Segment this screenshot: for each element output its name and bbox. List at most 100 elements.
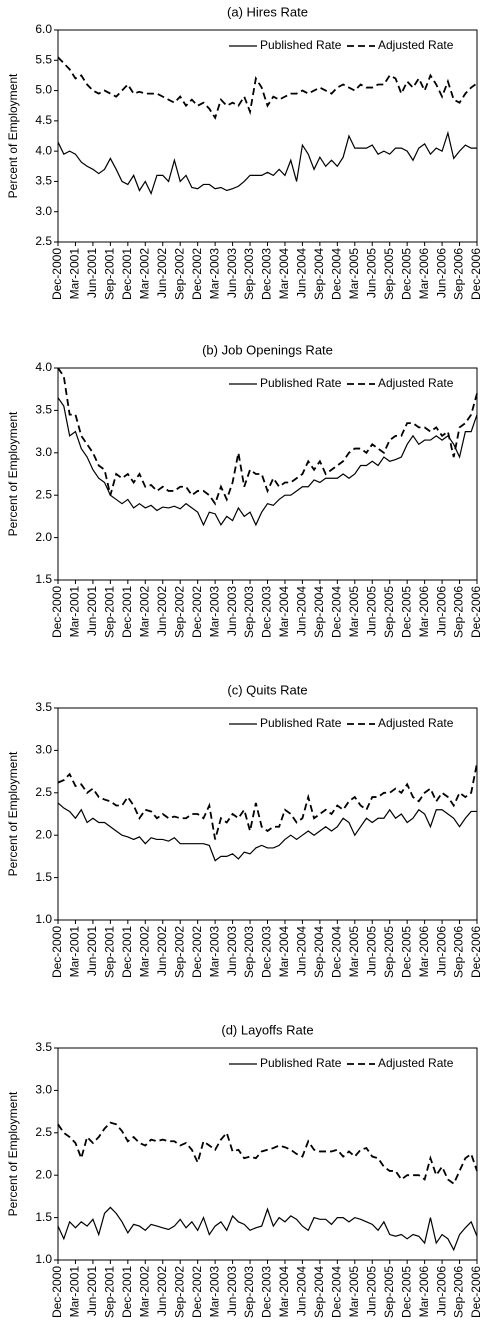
- x-tick-label: Jun-2004: [295, 586, 309, 636]
- legend-label: Adjusted Rate: [378, 38, 454, 52]
- x-tick-label: Sep-2001: [103, 1266, 117, 1318]
- series-line: [57, 1206, 478, 1252]
- x-tick-label: Mar-2004: [277, 586, 291, 638]
- x-tick-label: Dec-2000: [50, 1266, 64, 1318]
- x-tick-label: Dec-2006: [469, 586, 482, 638]
- x-tick-label: Mar-2004: [277, 248, 291, 300]
- x-tick-label: Sep-2002: [172, 248, 186, 300]
- x-tick-label: Dec-2002: [190, 926, 204, 978]
- x-tick-label: Jun-2002: [155, 586, 169, 636]
- x-tick-label: Mar-2006: [417, 1266, 431, 1318]
- x-tick-label: Sep-2003: [242, 586, 256, 638]
- x-tick-label: Dec-2000: [50, 586, 64, 638]
- x-tick-label: Sep-2001: [103, 248, 117, 300]
- x-tick-label: Dec-2001: [120, 926, 134, 978]
- y-tick-label: 1.5: [35, 870, 52, 884]
- y-axis-title: Percent of Employment: [6, 1091, 20, 1216]
- x-tick-label: Mar-2003: [207, 586, 221, 638]
- y-tick-label: 4.0: [35, 360, 52, 374]
- x-tick-label: Sep-2006: [452, 586, 466, 638]
- y-tick-label: 4.5: [35, 113, 52, 127]
- x-tick-label: Jun-2005: [364, 248, 378, 298]
- legend-label: Published Rate: [260, 38, 342, 52]
- x-tick-label: Mar-2005: [347, 248, 361, 300]
- x-tick-label: Jun-2005: [364, 586, 378, 636]
- legend-label: Adjusted Rate: [378, 376, 454, 390]
- series-line: [57, 762, 478, 840]
- plot-frame: [57, 367, 478, 581]
- legend-label: Published Rate: [260, 716, 342, 730]
- x-tick-label: Jun-2006: [434, 586, 448, 636]
- plot-frame: [57, 29, 478, 243]
- series-line: [57, 56, 478, 120]
- x-tick-label: Jun-2006: [434, 926, 448, 976]
- x-tick-label: Sep-2003: [242, 248, 256, 300]
- series-line: [57, 130, 477, 196]
- y-tick-label: 1.0: [35, 912, 52, 926]
- x-tick-label: Mar-2006: [417, 586, 431, 638]
- x-tick-label: Dec-2004: [330, 1266, 344, 1318]
- x-tick-label: Jun-2001: [85, 926, 99, 976]
- x-tick-label: Dec-2003: [260, 586, 274, 638]
- y-tick-label: 2.5: [35, 1125, 52, 1139]
- x-tick-label: Mar-2001: [68, 586, 82, 638]
- x-tick-label: Dec-2002: [190, 248, 204, 300]
- x-tick-label: Jun-2002: [155, 1266, 169, 1316]
- x-tick-label: Dec-2001: [120, 586, 134, 638]
- x-tick-label: Jun-2006: [434, 248, 448, 298]
- x-tick-label: Mar-2002: [137, 1266, 151, 1318]
- y-tick-label: 3.0: [35, 1083, 52, 1097]
- x-tick-label: Jun-2005: [364, 926, 378, 976]
- x-tick-label: Dec-2004: [330, 586, 344, 638]
- x-tick-label: Mar-2003: [207, 1266, 221, 1318]
- y-tick-label: 1.0: [35, 1252, 52, 1266]
- x-tick-label: Mar-2006: [417, 926, 431, 978]
- x-tick-label: Mar-2002: [137, 248, 151, 300]
- x-tick-label: Sep-2002: [172, 586, 186, 638]
- y-tick-label: 3.5: [35, 700, 52, 714]
- y-tick-label: 3.5: [35, 403, 52, 417]
- legend-label: Adjusted Rate: [378, 1056, 454, 1070]
- x-tick-label: Jun-2005: [364, 1266, 378, 1316]
- x-tick-label: Mar-2005: [347, 1266, 361, 1318]
- x-tick-label: Mar-2006: [417, 248, 431, 300]
- x-tick-label: Mar-2005: [347, 926, 361, 978]
- y-tick-label: 5.0: [35, 83, 52, 97]
- plot-frame: [57, 707, 478, 921]
- chart-title: (d) Layoffs Rate: [221, 1022, 313, 1037]
- x-tick-label: Dec-2004: [330, 248, 344, 300]
- y-tick-label: 2.5: [35, 487, 52, 501]
- x-tick-label: Sep-2003: [242, 1266, 256, 1318]
- x-tick-label: Jun-2003: [225, 248, 239, 298]
- x-tick-label: Jun-2003: [225, 1266, 239, 1316]
- x-tick-label: Mar-2002: [137, 926, 151, 978]
- x-tick-label: Jun-2006: [434, 1266, 448, 1316]
- x-tick-label: Sep-2002: [172, 1266, 186, 1318]
- x-tick-label: Dec-2000: [50, 248, 64, 300]
- x-tick-label: Sep-2001: [103, 926, 117, 978]
- x-tick-label: Mar-2002: [137, 586, 151, 638]
- x-tick-label: Dec-2005: [399, 586, 413, 638]
- x-tick-label: Sep-2004: [312, 926, 326, 978]
- x-tick-label: Jun-2002: [155, 926, 169, 976]
- x-tick-label: Mar-2001: [68, 1266, 82, 1318]
- x-tick-label: Dec-2001: [120, 1266, 134, 1318]
- y-tick-label: 2.5: [35, 234, 52, 248]
- legend-label: Adjusted Rate: [378, 716, 454, 730]
- x-tick-label: Dec-2002: [190, 1266, 204, 1318]
- y-axis-title: Percent of Employment: [6, 73, 20, 198]
- legend-label: Published Rate: [260, 1056, 342, 1070]
- y-tick-label: 3.0: [35, 445, 52, 459]
- x-tick-label: Jun-2004: [295, 1266, 309, 1316]
- x-tick-label: Jun-2004: [295, 926, 309, 976]
- x-tick-label: Sep-2006: [452, 926, 466, 978]
- x-tick-label: Sep-2003: [242, 926, 256, 978]
- x-tick-label: Dec-2002: [190, 586, 204, 638]
- x-tick-label: Mar-2004: [277, 926, 291, 978]
- y-tick-label: 4.0: [35, 143, 52, 157]
- x-tick-label: Mar-2003: [207, 926, 221, 978]
- y-tick-label: 2.0: [35, 530, 52, 544]
- y-tick-label: 3.0: [35, 204, 52, 218]
- x-tick-label: Jun-2001: [85, 1266, 99, 1316]
